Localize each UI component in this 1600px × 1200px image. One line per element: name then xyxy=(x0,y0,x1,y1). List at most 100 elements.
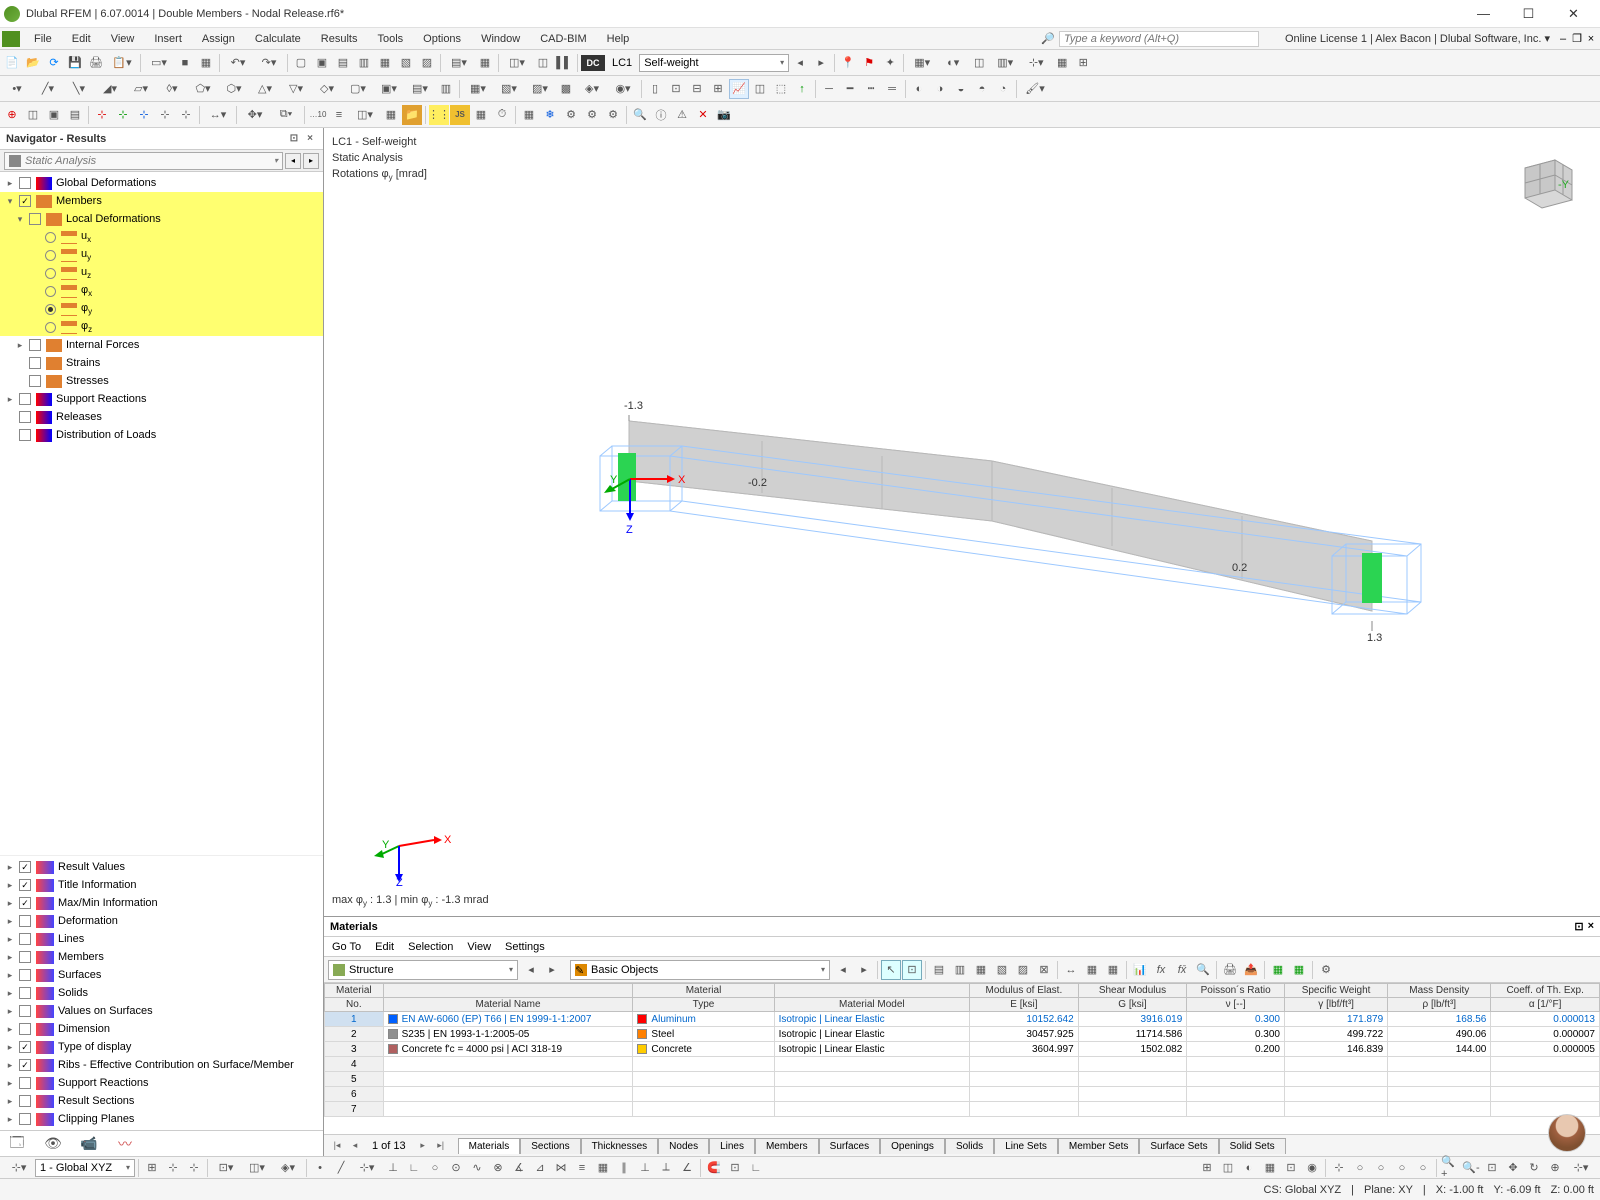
new-file-button[interactable]: 📄 xyxy=(2,53,22,73)
bv5[interactable]: ⊡ xyxy=(1281,1158,1301,1178)
menu-options[interactable]: Options xyxy=(413,31,471,47)
loadcase-combo[interactable]: Self-weight xyxy=(639,54,789,72)
paint-button[interactable]: 🖌▾ xyxy=(1020,79,1050,99)
sel4-button[interactable]: ⊞ xyxy=(708,79,728,99)
ax1-button[interactable]: ⊹ xyxy=(92,105,112,125)
d13-button[interactable]: ▣▾ xyxy=(374,79,404,99)
warn-button[interactable]: ⚠ xyxy=(672,105,692,125)
license-info[interactable]: Online License 1 | Alex Bacon | Dlubal S… xyxy=(1279,32,1556,45)
bt-m2[interactable]: ⊡ xyxy=(725,1158,745,1178)
view4-button[interactable]: ▥ xyxy=(354,53,374,73)
g5-button[interactable]: ⚙ xyxy=(603,105,623,125)
navigation-cube[interactable]: -Y xyxy=(1510,148,1580,218)
js-button[interactable]: JS xyxy=(450,105,470,125)
bv15[interactable]: ✥ xyxy=(1503,1158,1523,1178)
graph-button[interactable]: 📈 xyxy=(729,79,749,99)
target-button[interactable]: ⊕ xyxy=(2,105,22,125)
mo-next[interactable]: ▸ xyxy=(854,960,874,980)
mat-close-button[interactable]: × xyxy=(1588,920,1594,933)
mc-next[interactable]: ▸ xyxy=(542,960,562,980)
mt1[interactable]: ↖ xyxy=(881,960,901,980)
mt15[interactable]: 🔍 xyxy=(1193,960,1213,980)
display-option[interactable]: ▸Max/Min Information xyxy=(0,894,323,912)
tree-item[interactable]: ux xyxy=(0,228,323,246)
display-option[interactable]: ▸Title Information xyxy=(0,876,323,894)
display-option[interactable]: ▸Deformation xyxy=(0,912,323,930)
move-button[interactable]: ✥▾ xyxy=(240,105,270,125)
tab-lines[interactable]: Lines xyxy=(709,1138,755,1154)
bt21[interactable]: ∥ xyxy=(614,1158,634,1178)
d19-button[interactable]: ▩ xyxy=(556,79,576,99)
dim-button[interactable]: ↔▾ xyxy=(203,105,233,125)
tree-item[interactable]: ▸Global Deformations xyxy=(0,174,323,192)
iso3-button[interactable]: ▤ xyxy=(65,105,85,125)
materials-table[interactable]: MaterialMaterialModulus of Elast.Shear M… xyxy=(324,983,1600,1134)
bt7[interactable]: • xyxy=(310,1158,330,1178)
mat-menu-view[interactable]: View xyxy=(467,941,491,953)
mat-menu-goto[interactable]: Go To xyxy=(332,941,361,953)
mt20[interactable]: ⚙ xyxy=(1316,960,1336,980)
open-draw-button[interactable]: ◊▾ xyxy=(157,79,187,99)
tab-surface-sets[interactable]: Surface Sets xyxy=(1139,1138,1218,1154)
mt16[interactable]: 🖨 xyxy=(1220,960,1240,980)
tree-item[interactable]: uy xyxy=(0,246,323,264)
cube-button[interactable]: ◫ xyxy=(750,79,770,99)
cs-combo[interactable]: 1 - Global XYZ xyxy=(35,1159,135,1177)
mt19[interactable]: ▦ xyxy=(1289,960,1309,980)
d17-button[interactable]: ▧▾ xyxy=(494,79,524,99)
menu-file[interactable]: File xyxy=(24,31,62,47)
wire-button[interactable]: ◫ xyxy=(969,53,989,73)
bv9[interactable]: ○ xyxy=(1371,1158,1391,1178)
mat-menu-settings[interactable]: Settings xyxy=(505,941,545,953)
bv1[interactable]: ⊞ xyxy=(1197,1158,1217,1178)
display-option[interactable]: ▸Result Sections xyxy=(0,1092,323,1110)
bt17[interactable]: ⊿ xyxy=(530,1158,550,1178)
bv7[interactable]: ⊹ xyxy=(1329,1158,1349,1178)
tree-item[interactable]: φy xyxy=(0,300,323,318)
mat-menu-selection[interactable]: Selection xyxy=(408,941,453,953)
ax5-button[interactable]: ⊹ xyxy=(176,105,196,125)
view7-button[interactable]: ▨ xyxy=(417,53,437,73)
bt23[interactable]: ⟂ xyxy=(656,1158,676,1178)
tab-sections[interactable]: Sections xyxy=(520,1138,580,1154)
l2-button[interactable]: ━ xyxy=(840,79,860,99)
project-button[interactable]: ▭▾ xyxy=(144,53,174,73)
table-row[interactable]: 5 xyxy=(325,1072,1600,1087)
bv3[interactable]: ◐ xyxy=(1239,1158,1259,1178)
bv6[interactable]: ◉ xyxy=(1302,1158,1322,1178)
mt5[interactable]: ▦ xyxy=(971,960,991,980)
bt2[interactable]: ⊹ xyxy=(163,1158,183,1178)
tree-item[interactable]: Strains xyxy=(0,354,323,372)
mesh2-button[interactable]: ◫ xyxy=(533,53,553,73)
mat-pin-button[interactable]: ⊡ xyxy=(1574,920,1583,933)
bt9[interactable]: ⊹▾ xyxy=(352,1158,382,1178)
bt1[interactable]: ⊞ xyxy=(142,1158,162,1178)
menu-view[interactable]: View xyxy=(101,31,145,47)
bt6[interactable]: ◈▾ xyxy=(273,1158,303,1178)
d15-button[interactable]: ▥ xyxy=(436,79,456,99)
nav-camera-icon[interactable]: 📹 xyxy=(78,1135,100,1153)
cube3-button[interactable]: ▦ xyxy=(381,105,401,125)
view1-button[interactable]: ▢ xyxy=(291,53,311,73)
menu-help[interactable]: Help xyxy=(597,31,640,47)
mesh3-button[interactable]: ▌▌ xyxy=(554,53,574,73)
d21-button[interactable]: ◉▾ xyxy=(608,79,638,99)
display-option[interactable]: ▸Type of display xyxy=(0,1038,323,1056)
d9-button[interactable]: △▾ xyxy=(250,79,280,99)
mat-menu-edit[interactable]: Edit xyxy=(375,941,394,953)
iso1-button[interactable]: ◫ xyxy=(23,105,43,125)
g2-button[interactable]: ❄ xyxy=(540,105,560,125)
mdi-close-icon[interactable]: × xyxy=(1584,32,1598,46)
tree-item[interactable]: ▸Support Reactions xyxy=(0,390,323,408)
grid-button[interactable]: ▦ xyxy=(1052,53,1072,73)
bt3[interactable]: ⊹ xyxy=(184,1158,204,1178)
nav-pin-button[interactable]: ⊡ xyxy=(287,132,301,146)
display-option[interactable]: ▸Ribs - Effective Contribution on Surfac… xyxy=(0,1056,323,1074)
bt13[interactable]: ⊙ xyxy=(446,1158,466,1178)
surf-draw-button[interactable]: ◢▾ xyxy=(95,79,125,99)
open-file-button[interactable]: 📂 xyxy=(23,53,43,73)
p1-button[interactable]: ◐ xyxy=(909,79,929,99)
mt11[interactable]: ▦ xyxy=(1103,960,1123,980)
bv10[interactable]: ○ xyxy=(1392,1158,1412,1178)
cube2-button[interactable]: ⬚ xyxy=(771,79,791,99)
